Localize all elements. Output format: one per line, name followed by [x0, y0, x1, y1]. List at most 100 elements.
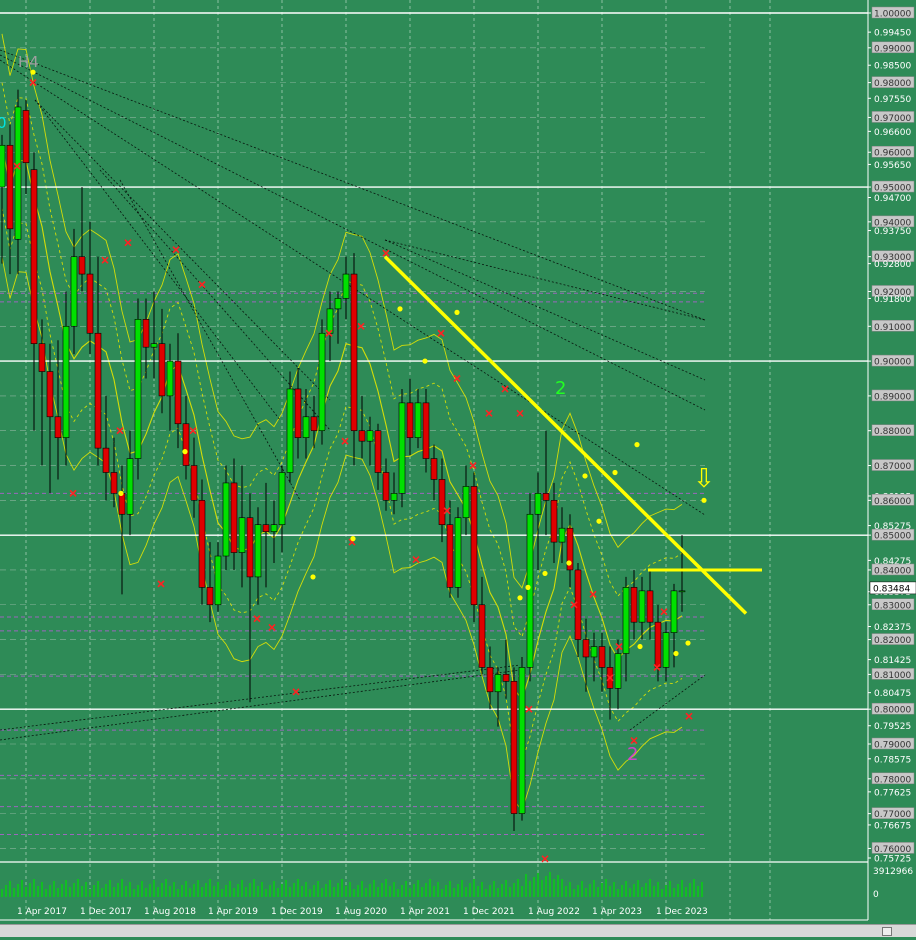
sell-signal-marker	[412, 555, 420, 564]
axis-label-box	[871, 320, 915, 332]
candle-body	[142, 319, 150, 348]
axis-label: 0.93000	[874, 253, 911, 263]
axis-label-box	[871, 215, 915, 228]
envelope-line	[1, 145, 683, 701]
sell-signal-marker	[198, 280, 206, 289]
axis-label-box	[871, 772, 915, 785]
candle-body	[518, 667, 526, 814]
candle-body	[238, 517, 246, 553]
candles	[0, 89, 686, 832]
price-axis: 1.00000 0.99450 0.99000 0.98500 0.98000 0.975…	[868, 6, 916, 900]
candle-body	[14, 106, 22, 240]
axis-label: 0.94700	[874, 194, 911, 204]
sell-signal-marker	[606, 674, 614, 682]
sell-signal-marker	[325, 329, 333, 337]
time-axis-label: 1 Aug 2020	[335, 907, 387, 917]
buy-signal-marker	[310, 574, 316, 580]
status-strip	[0, 924, 916, 937]
sell-signal-marker	[124, 239, 132, 247]
candle-body	[318, 332, 326, 432]
candle-body	[422, 402, 430, 459]
sell-signal-marker	[469, 461, 477, 470]
candle-body	[414, 402, 422, 438]
candle-body	[286, 388, 294, 473]
axis-label: 0.81000	[874, 671, 911, 681]
axis-label: 0.95650	[874, 161, 911, 171]
dotted-trendline	[0, 54, 706, 411]
candle-body	[78, 256, 86, 275]
candle-body	[374, 430, 382, 473]
dotted-trendline	[0, 669, 521, 741]
time-axis-label: 1 Aug 2022	[528, 907, 580, 917]
candle-body	[366, 430, 374, 442]
candle-body	[390, 493, 398, 501]
band-lines	[0, 33, 705, 836]
axis-label-box	[871, 494, 915, 506]
sell-signal-marker	[341, 437, 349, 445]
axis-label-box	[871, 528, 915, 541]
time-axis-label: 1 Apr 2017	[17, 907, 67, 917]
envelope-line	[1, 207, 683, 763]
candle-body	[382, 472, 390, 501]
sell-signal-marker	[660, 608, 668, 616]
dotted-trendline	[99, 169, 331, 431]
grid-lines	[0, 0, 771, 920]
buy-signal-marker	[634, 442, 640, 448]
axis-label: 0.78575	[874, 755, 911, 765]
axis-label: 0.75725	[874, 855, 911, 865]
buy-signal-marker	[637, 643, 643, 650]
axis-label-box	[871, 668, 915, 680]
time-axis-label: 1 Apr 2019	[208, 907, 258, 917]
dotted-trendline	[384, 239, 706, 381]
candle-body	[558, 527, 566, 543]
candle-body	[118, 493, 126, 515]
buy-signal-marker	[701, 497, 707, 503]
time-axis-label: 1 Apr 2023	[592, 907, 642, 917]
sell-signal-marker	[268, 623, 276, 631]
sell-signal-marker	[189, 427, 197, 435]
candle-body	[678, 590, 686, 593]
buy-signal-marker	[612, 469, 618, 476]
sell-signal-marker	[101, 256, 109, 264]
sell-signal-marker	[589, 590, 597, 598]
candle-body	[86, 273, 94, 334]
candle-body	[294, 388, 302, 438]
candle-body	[182, 423, 190, 466]
axis-label-box	[871, 145, 915, 158]
dotted-trendline	[0, 49, 706, 321]
axis-label-box	[871, 389, 915, 402]
axis-label-box	[871, 111, 915, 123]
axis-label: 0.92000	[874, 288, 911, 298]
sell-signal-marker	[516, 409, 524, 417]
buy-signal-marker	[685, 640, 691, 646]
candle-body	[126, 458, 134, 515]
axis-label: 0.84275	[874, 557, 911, 567]
axis-label-box	[871, 563, 915, 576]
axis-label-box	[871, 285, 915, 297]
candle-body	[326, 308, 334, 334]
candle-body	[598, 646, 606, 668]
dotted-trendline	[119, 179, 301, 501]
main-trendline[interactable]	[383, 255, 762, 615]
time-axis-label: 1 Dec 2019	[271, 907, 323, 917]
candle-body	[0, 144, 6, 188]
axis-label: 0.91000	[874, 323, 911, 333]
axis-label: 0.96600	[874, 128, 911, 138]
candle-body	[502, 674, 510, 682]
candle-body	[638, 590, 646, 623]
scroll-handle[interactable]	[882, 927, 892, 936]
axis-label: 0.76675	[874, 821, 911, 831]
buy-signal-marker	[582, 473, 588, 479]
candle-body	[246, 517, 254, 578]
time-axis: 1 Apr 2017 1 Dec 2017 1 Aug 2018 1 Apr 2019…	[0, 907, 868, 921]
sell-signal-marker	[382, 249, 390, 257]
axis-label-box	[871, 180, 915, 193]
candle-body	[54, 416, 62, 438]
time-axis-label: 1 Dec 2021	[463, 907, 515, 917]
axis-label: 0.97000	[874, 114, 911, 124]
candle-body	[446, 524, 454, 588]
axis-label: 0.82375	[874, 623, 911, 633]
buy-signal-marker	[397, 306, 403, 312]
